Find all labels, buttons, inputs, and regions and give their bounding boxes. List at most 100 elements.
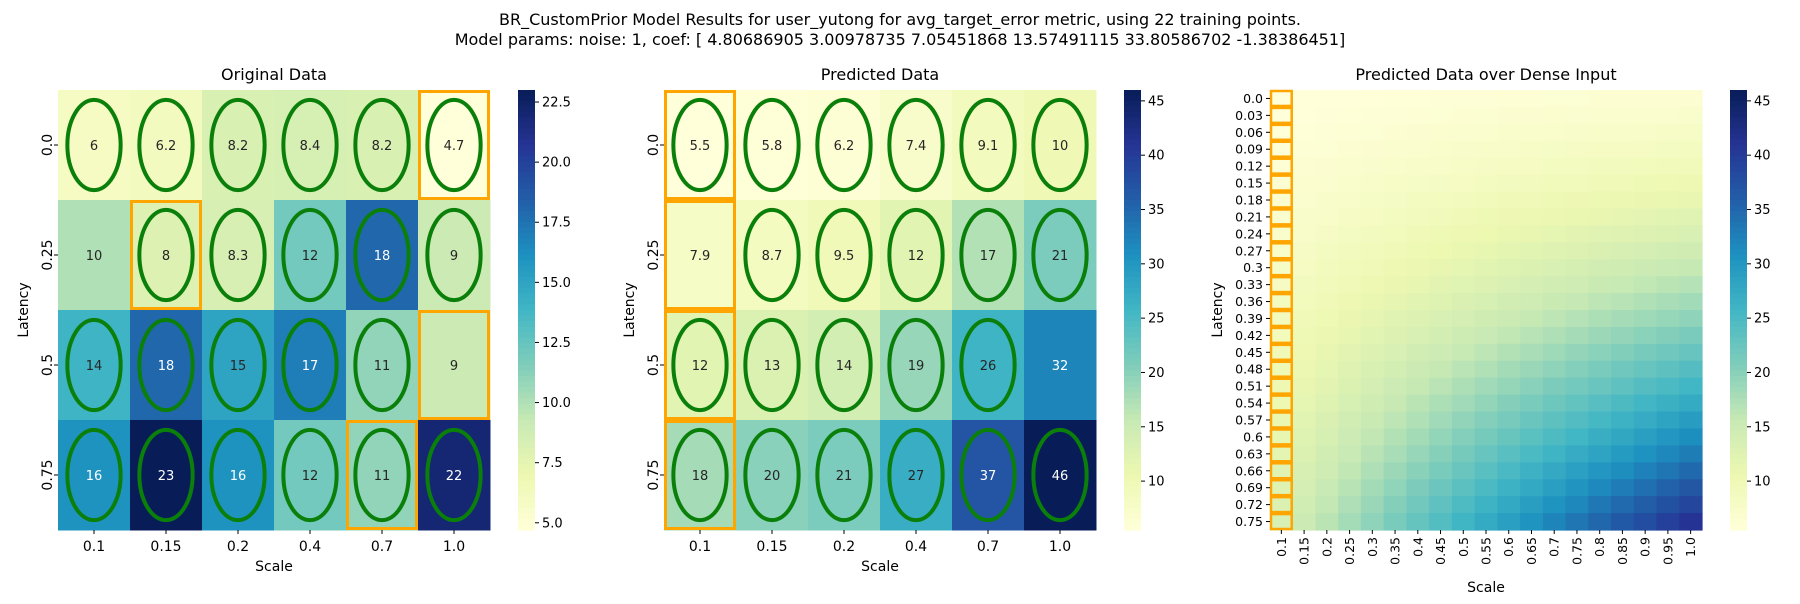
- colorbar-2-tick-label: 35: [1754, 203, 1771, 218]
- chart-1-cell: [880, 200, 953, 311]
- chart-2-cell: [1338, 242, 1362, 260]
- colorbar-0-segment: [518, 128, 535, 135]
- colorbar-0-segment: [518, 310, 535, 317]
- chart-2-highlight-box: [1269, 123, 1293, 142]
- colorbar-1-tick-label: 25: [1148, 312, 1165, 327]
- chart-2-cell: [1315, 479, 1339, 497]
- chart-1-cell-label: 10: [1052, 139, 1069, 154]
- colorbar-1-tick-label: 45: [1148, 94, 1165, 109]
- chart-0-cell: [346, 200, 419, 311]
- colorbar-0-segment: [518, 233, 535, 240]
- figure-title-line1: BR_CustomPrior Model Results for user_yu…: [499, 10, 1301, 30]
- chart-2-cell: [1656, 360, 1680, 379]
- chart-1-ellipse: [1031, 207, 1089, 303]
- colorbar-0-segment: [518, 222, 535, 229]
- colorbar-2-segment: [1730, 480, 1747, 487]
- chart-2-cell: [1588, 90, 1612, 108]
- chart-2-cell: [1429, 157, 1453, 176]
- colorbar-0-segment: [518, 134, 535, 141]
- chart-2-cell: [1656, 293, 1680, 311]
- chart-2-cell: [1520, 191, 1544, 210]
- colorbar-0-segment: [518, 178, 535, 185]
- colorbar-0-segment: [518, 167, 535, 174]
- chart-2-cell: [1588, 310, 1612, 328]
- chart-2-cell: [1474, 411, 1498, 430]
- chart-2-cell: [1520, 259, 1544, 277]
- chart-1-cell: [1024, 420, 1097, 531]
- chart-2-cell: [1270, 293, 1294, 311]
- chart-0-ellipse: [65, 97, 123, 193]
- chart-2-cell: [1611, 276, 1635, 294]
- chart-2-cell: [1611, 225, 1635, 243]
- chart-2-cell: [1656, 513, 1680, 531]
- chart-0-cell-label: 4.7: [444, 139, 465, 154]
- colorbar-1-segment: [1124, 238, 1141, 245]
- chart-2-xtick-label: 0.85: [1615, 537, 1630, 565]
- chart-2-xtick-label: 0.25: [1342, 537, 1357, 565]
- colorbar-0-segment: [518, 513, 535, 520]
- chart-0-ellipse: [425, 427, 483, 523]
- colorbar-0-segment: [518, 156, 535, 163]
- chart-2-xlabel: Scale: [1467, 580, 1505, 596]
- chart-2-cell: [1497, 462, 1521, 480]
- chart-2-cell: [1451, 106, 1476, 125]
- colorbar-0-segment: [518, 370, 535, 377]
- chart-1-cell-label: 12: [692, 359, 709, 374]
- chart-2-highlight-box: [1269, 106, 1293, 125]
- colorbar-1-segment: [1124, 513, 1141, 520]
- chart-2-cell: [1565, 360, 1589, 379]
- chart-2-cell: [1542, 225, 1567, 243]
- chart-2-cell: [1406, 496, 1430, 514]
- chart-2-cell: [1360, 174, 1385, 193]
- chart-2-cell: [1565, 157, 1589, 176]
- chart-1-ytick-label: 0.5: [646, 354, 662, 376]
- chart-2-cell: [1338, 343, 1362, 362]
- chart-2-cell: [1292, 513, 1317, 531]
- colorbar-1-segment: [1124, 227, 1141, 234]
- chart-2-cell: [1497, 343, 1521, 362]
- colorbar-1-segment: [1124, 398, 1141, 405]
- colorbar-0-segment: [518, 244, 535, 251]
- chart-2-highlight-box: [1269, 343, 1293, 362]
- chart-2-cell: [1520, 479, 1544, 497]
- colorbar-1-segment: [1124, 150, 1141, 157]
- colorbar-0-segment: [518, 249, 535, 256]
- chart-2-cell: [1588, 259, 1612, 277]
- chart-1-ellipse: [887, 207, 945, 303]
- chart-2-ytick-label: 0.06: [1235, 125, 1263, 140]
- chart-2-cell: [1429, 513, 1453, 531]
- chart-2-xtick-label: 0.8: [1592, 537, 1607, 557]
- chart-2-cell: [1270, 123, 1294, 142]
- chart-2-cell: [1270, 174, 1294, 193]
- colorbar-1-segment: [1124, 189, 1141, 196]
- chart-0-cell-label: 22: [446, 469, 463, 484]
- chart-2-cell: [1383, 106, 1408, 125]
- chart-2-cell: [1406, 123, 1430, 142]
- colorbar-2-segment: [1730, 101, 1747, 108]
- chart-2-cell: [1383, 462, 1408, 480]
- chart-2-cell: [1633, 123, 1658, 142]
- chart-2-highlight-box: [1269, 191, 1293, 209]
- chart-2-cell: [1429, 259, 1453, 277]
- chart-2-cell: [1383, 208, 1408, 226]
- chart-2-cell: [1292, 157, 1317, 176]
- chart-2-cell: [1338, 259, 1362, 277]
- chart-2-cell: [1474, 377, 1498, 396]
- chart-2-cell: [1292, 343, 1317, 362]
- chart-2-cell: [1338, 106, 1362, 125]
- chart-2-cell: [1497, 310, 1521, 328]
- chart-2-cell: [1360, 276, 1385, 294]
- chart-0-ellipse: [137, 317, 195, 413]
- chart-2-cell: [1679, 394, 1703, 413]
- colorbar-0-segment: [518, 288, 535, 295]
- chart-2-cell: [1338, 123, 1362, 142]
- chart-2-cell: [1611, 326, 1635, 345]
- chart-2-cell: [1497, 411, 1521, 430]
- colorbar-1-segment: [1124, 211, 1141, 218]
- chart-2-highlight-box: [1269, 445, 1293, 463]
- colorbar-1-segment: [1124, 475, 1141, 482]
- chart-2-xtick-label: 0.3: [1365, 537, 1380, 557]
- chart-2-cell: [1406, 225, 1430, 243]
- colorbar-1-segment: [1124, 431, 1141, 438]
- chart-2-ytick-label: 0.0: [1243, 91, 1263, 106]
